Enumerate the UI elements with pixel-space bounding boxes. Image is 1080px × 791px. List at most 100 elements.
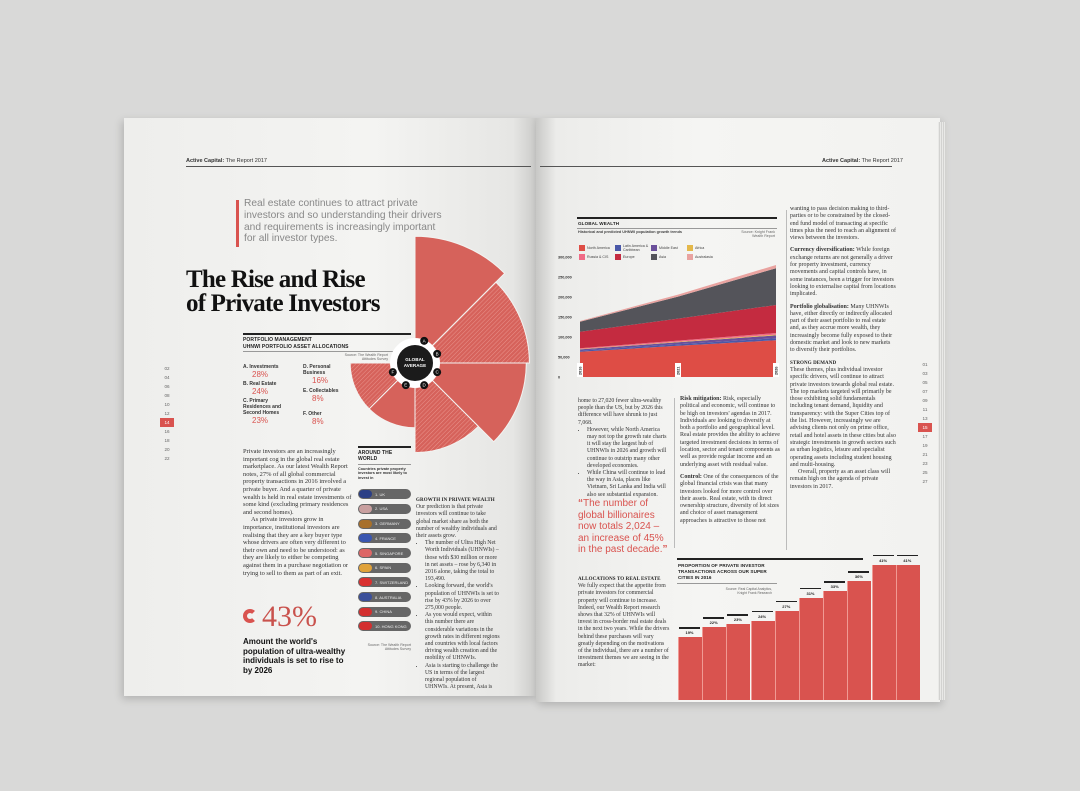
flag-icon — [359, 504, 372, 513]
page-number[interactable]: 25 — [922, 470, 928, 475]
bar-value-label: 41% — [879, 557, 888, 563]
page-number-current[interactable]: 14 — [160, 418, 174, 427]
page-number-current[interactable]: 15 — [918, 423, 932, 432]
y-tick-label: 300,000 — [558, 256, 572, 260]
bar-cap — [775, 600, 797, 603]
bar — [678, 637, 702, 700]
page-number[interactable]: 08 — [164, 393, 170, 398]
bar-subrule — [677, 583, 777, 584]
x-tick-box — [577, 363, 583, 377]
gw-legend: North America Latin America & Caribbean Mi… — [579, 244, 739, 260]
page-number[interactable]: 22 — [164, 456, 170, 461]
wedge-letter: B — [436, 351, 439, 356]
country-label: 3. GERMANY — [375, 521, 400, 527]
bar-value-label: 27% — [782, 603, 791, 609]
legend-entry: Europe — [615, 254, 651, 260]
page-number[interactable]: 10 — [164, 402, 170, 407]
bar-value-label: 36% — [854, 574, 863, 580]
bar-value-label: 31% — [806, 590, 815, 596]
page-number[interactable]: 18 — [164, 438, 170, 443]
control-body: One of the consequences of the global fi… — [680, 473, 779, 524]
page-number[interactable]: 20 — [164, 447, 170, 452]
bar — [847, 581, 872, 700]
country-pill: 2. USA — [358, 503, 411, 514]
portfolio-body: Many UHNWIs have, either directly or ind… — [790, 303, 893, 354]
area-series-latin-america-caribbean — [580, 338, 776, 352]
wedge-letter: E — [404, 383, 407, 388]
growth-title: GROWTH IN PRIVATE WEALTH — [416, 498, 495, 503]
page-number[interactable]: 04 — [164, 375, 170, 380]
bar-cap — [848, 571, 870, 573]
legend-entry: Africa — [687, 244, 723, 252]
legend-swatch — [579, 245, 585, 251]
page-number[interactable]: 06 — [164, 384, 170, 389]
page-number[interactable]: 17 — [922, 434, 928, 439]
legend-label: Middle East — [659, 246, 678, 250]
stat-caption: Amount the world's population of ultra-w… — [243, 637, 346, 675]
area-series-australasia — [580, 265, 776, 322]
page-number[interactable]: 27 — [922, 479, 928, 484]
page-number[interactable]: 02 — [164, 366, 170, 371]
body-paragraph-1: Private investors are an increasingly im… — [243, 448, 352, 516]
legend-label: Asia — [659, 255, 666, 259]
running-head-right: Active Capital: The Report 2017 — [822, 158, 903, 164]
legend-collectables: E. Collectables 8% — [303, 388, 339, 403]
legend-label: Europe — [623, 255, 635, 259]
area-series-africa — [580, 334, 776, 350]
col3-paragraph: wanting to pass decision making to third… — [790, 206, 896, 242]
global-average-label: GLOBAL AVERAGE — [403, 357, 427, 368]
page-number[interactable]: 19 — [922, 443, 928, 448]
country-label: 4. FRANCE — [375, 535, 396, 541]
y-tick-label: 100,000 — [558, 336, 572, 340]
page-number[interactable]: 12 — [164, 411, 170, 416]
area-series-north-america — [580, 340, 776, 377]
bar-cap — [824, 581, 846, 583]
bar-cap — [872, 554, 894, 557]
allocations-section: ALLOCATIONS TO REAL ESTATE We fully expe… — [578, 576, 670, 670]
x-tick-box — [675, 363, 681, 377]
page-number[interactable]: 13 — [922, 416, 928, 421]
around-source: Source: The Wealth Report Attitudes Surv… — [367, 643, 411, 652]
flag-icon — [359, 490, 372, 499]
risk-label: Risk mitigation: — [680, 396, 722, 402]
bar — [871, 564, 896, 700]
quote-text: The number of global billionaires now to… — [578, 498, 664, 555]
page-number[interactable]: 11 — [922, 407, 928, 412]
legend-entry: Middle East — [651, 244, 687, 252]
page-number[interactable]: 03 — [922, 371, 928, 376]
area-series-russia-cis — [580, 333, 776, 349]
y-tick-label: 50,000 — [558, 356, 570, 360]
page-number[interactable]: 21 — [922, 452, 928, 457]
country-label: 1. UK — [375, 491, 386, 497]
gw-rule — [577, 217, 777, 219]
bar-cap — [703, 617, 725, 619]
page-number[interactable]: 09 — [922, 398, 928, 403]
page-number[interactable]: 16 — [164, 429, 170, 434]
country-pill: 4. FRANCE — [358, 533, 411, 544]
global-wealth-area-chart: 0 50,000 100,000 150,000 200,000 250,000 300,0… — [558, 256, 779, 380]
legend-investments: A. Investments 28% — [243, 364, 279, 379]
x-tick-label: 2021 — [676, 367, 680, 375]
page-number[interactable]: 07 — [922, 389, 928, 394]
legend-entry: Australasia — [687, 254, 723, 260]
country-pill: 9. CHINA — [358, 606, 411, 617]
legend-label: Australasia — [695, 255, 713, 259]
page-edges — [938, 122, 946, 700]
running-head-bold: Active Capital: — [186, 158, 225, 164]
currency-body: While foreign exchange returns are not g… — [790, 247, 896, 298]
page-number[interactable]: 01 — [922, 362, 928, 367]
bar — [774, 610, 799, 700]
super-cities-bar-chart: 19% 22% 23% 24% 27% 31% 33% 36% 41% 41% — [678, 540, 923, 702]
wedge-marker — [388, 368, 397, 377]
growth-bullet: Looking forward, the world's population … — [425, 583, 500, 612]
stat-value: 43% — [262, 600, 317, 633]
center-disc — [397, 345, 433, 381]
gw-source: Source: Knight Frank Wealth Report — [741, 230, 775, 238]
col1-paragraph: home to 27,020 fewer ultra-wealthy peopl… — [578, 398, 663, 426]
legend-swatch — [615, 245, 621, 251]
page-number[interactable]: 23 — [922, 461, 928, 466]
growth-bullet: The number of Ultra High Net Worth Indiv… — [425, 540, 500, 583]
page-number[interactable]: 05 — [922, 380, 928, 385]
intro-body: Private investors are an increasingly im… — [243, 448, 355, 577]
wedge-c — [413, 362, 527, 443]
